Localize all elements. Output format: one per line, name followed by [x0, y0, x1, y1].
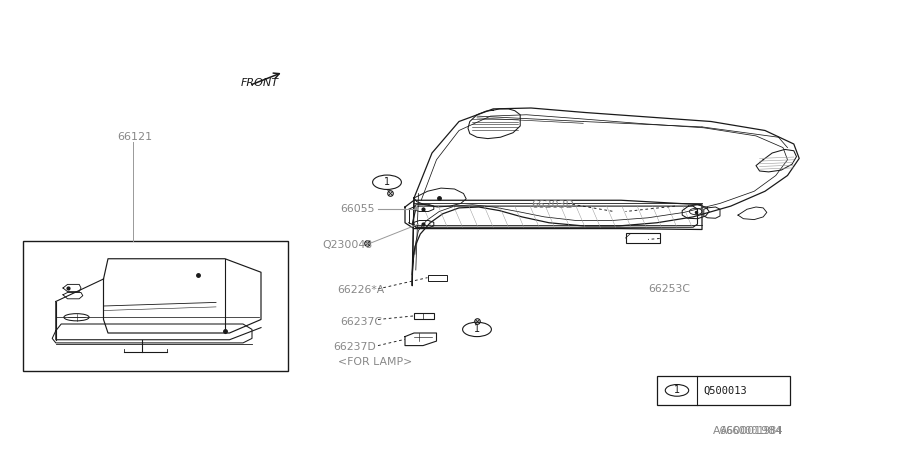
Text: 1: 1	[474, 324, 480, 334]
Text: Q500013: Q500013	[703, 385, 747, 396]
Text: 66226*A: 66226*A	[338, 285, 385, 295]
Text: 66203D: 66203D	[531, 200, 574, 210]
Bar	[414, 313, 434, 319]
Text: Q230048: Q230048	[322, 240, 373, 250]
Text: FRONT: FRONT	[241, 78, 279, 88]
Text: 66055: 66055	[340, 204, 374, 214]
Text: 66121: 66121	[117, 132, 152, 142]
Bar	[657, 376, 790, 405]
Bar	[428, 274, 447, 281]
Text: 1: 1	[674, 385, 680, 396]
Text: A660001984: A660001984	[713, 426, 783, 436]
Text: 66237C: 66237C	[340, 317, 382, 327]
Bar	[626, 233, 660, 243]
Bar	[22, 241, 288, 371]
Text: 66253C: 66253C	[648, 284, 690, 294]
Text: A660001984: A660001984	[721, 426, 783, 436]
Text: <FOR LAMP>: <FOR LAMP>	[338, 357, 412, 367]
Text: 1: 1	[384, 177, 390, 187]
Text: 66237D: 66237D	[333, 342, 376, 352]
